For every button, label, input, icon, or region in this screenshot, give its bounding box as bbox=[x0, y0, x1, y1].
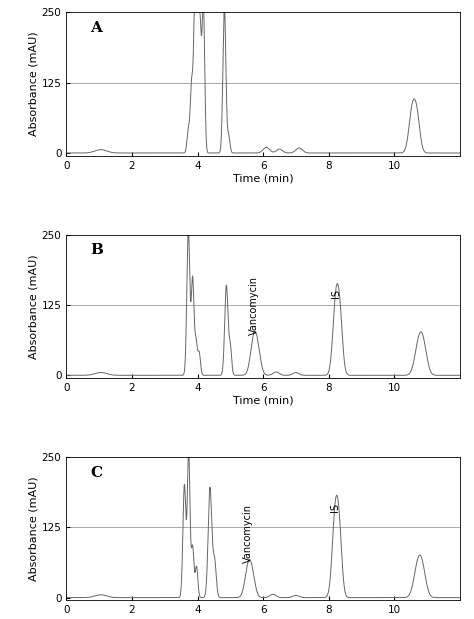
Text: IS: IS bbox=[331, 289, 341, 298]
Y-axis label: Absorbance (mAU): Absorbance (mAU) bbox=[29, 254, 39, 359]
Text: IS: IS bbox=[330, 503, 340, 512]
Text: B: B bbox=[90, 243, 103, 258]
X-axis label: Time (min): Time (min) bbox=[233, 618, 293, 619]
X-axis label: Time (min): Time (min) bbox=[233, 396, 293, 406]
Text: Vancomycin: Vancomycin bbox=[249, 276, 259, 335]
Y-axis label: Absorbance (mAU): Absorbance (mAU) bbox=[29, 32, 39, 136]
Text: Vancomycin: Vancomycin bbox=[243, 504, 253, 563]
Y-axis label: Absorbance (mAU): Absorbance (mAU) bbox=[29, 477, 39, 581]
Text: A: A bbox=[90, 21, 102, 35]
X-axis label: Time (min): Time (min) bbox=[233, 173, 293, 183]
Text: C: C bbox=[90, 465, 102, 480]
